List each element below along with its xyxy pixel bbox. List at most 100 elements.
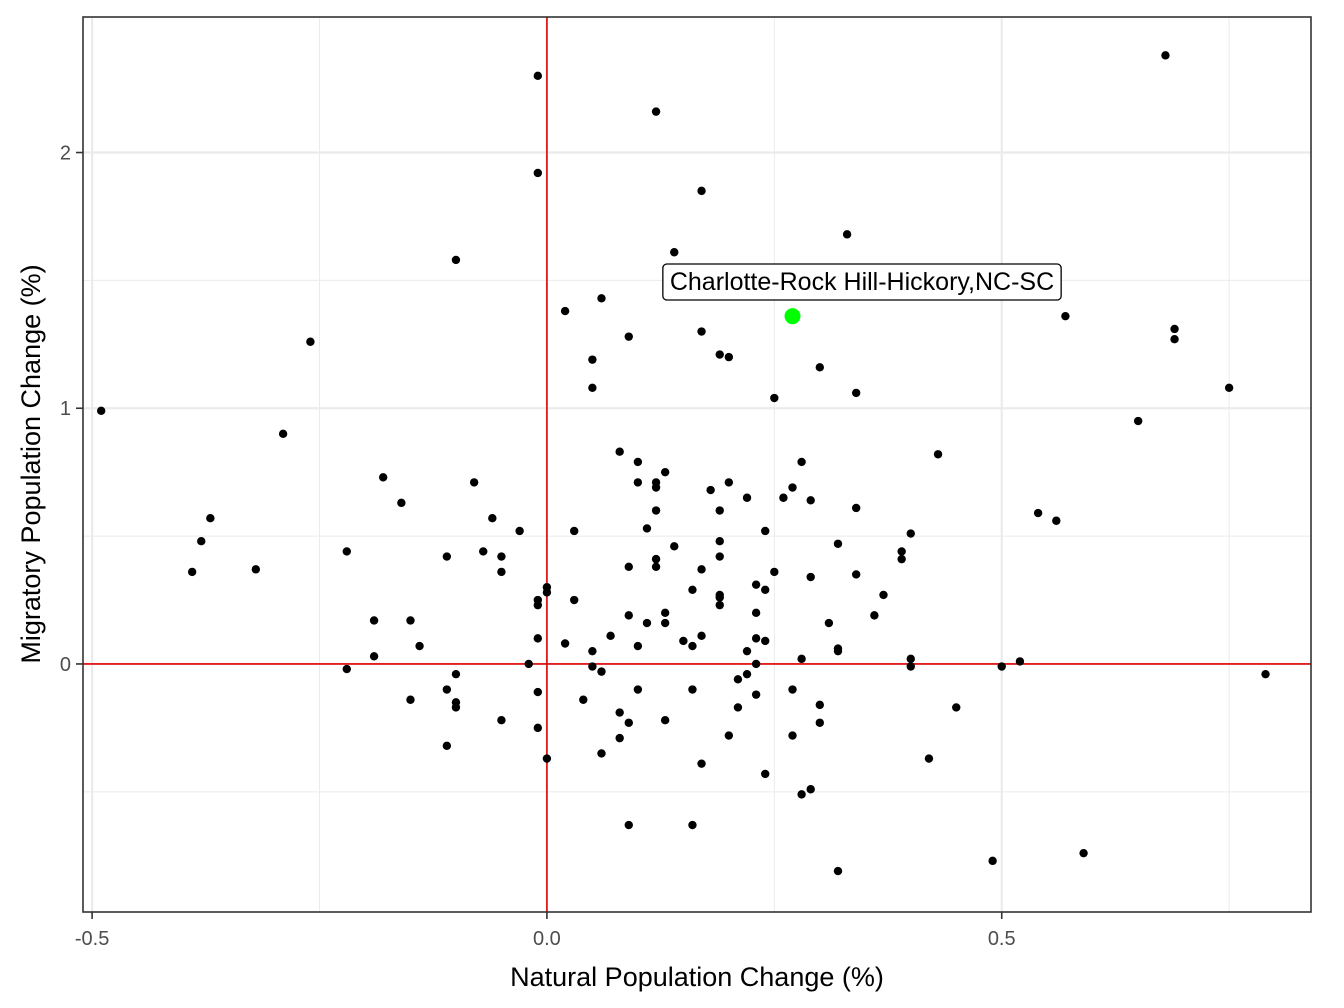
data-point — [697, 565, 706, 574]
data-point — [588, 646, 597, 656]
data-point — [851, 570, 861, 579]
data-point — [833, 539, 843, 548]
data-point — [751, 690, 761, 699]
data-point — [560, 639, 570, 648]
data-point — [633, 685, 643, 694]
data-point — [251, 565, 261, 574]
data-point — [815, 700, 824, 710]
data-point — [660, 716, 670, 725]
y-axis: 0 1 2 — [60, 143, 83, 676]
data-point — [451, 703, 461, 712]
data-point — [761, 636, 770, 646]
data-point — [770, 393, 779, 403]
data-point — [833, 646, 843, 656]
data-point — [533, 687, 543, 697]
data-point — [761, 585, 770, 594]
data-point — [988, 856, 997, 866]
data-point — [697, 327, 706, 336]
data-point — [824, 618, 834, 628]
data-point — [688, 820, 697, 830]
data-point — [715, 552, 724, 561]
data-point — [497, 716, 506, 725]
data-point — [1161, 51, 1170, 60]
data-point — [706, 485, 715, 495]
data-point — [870, 611, 879, 620]
data-point — [851, 503, 861, 513]
data-point — [588, 355, 597, 364]
data-point — [697, 631, 706, 641]
data-point — [788, 731, 797, 740]
data-point — [560, 306, 570, 316]
data-point — [1079, 848, 1088, 858]
data-point — [724, 731, 734, 740]
data-point — [660, 608, 670, 618]
data-point — [342, 664, 351, 674]
data-point — [369, 616, 379, 625]
data-point — [797, 654, 806, 664]
data-point — [733, 703, 743, 712]
data-point — [670, 248, 679, 257]
data-point — [624, 611, 633, 620]
data-point — [633, 478, 643, 487]
data-point — [670, 542, 679, 551]
data-point — [1170, 335, 1179, 344]
data-point — [688, 585, 697, 594]
data-point — [469, 478, 479, 487]
data-point — [997, 662, 1006, 671]
data-point — [533, 723, 543, 733]
data-point — [797, 790, 806, 799]
data-point — [406, 616, 415, 625]
data-point — [615, 447, 624, 456]
data-point — [1061, 311, 1070, 321]
data-point — [797, 457, 806, 467]
data-point — [633, 641, 643, 651]
data-point — [761, 526, 770, 536]
data-point — [751, 634, 761, 643]
data-point — [751, 659, 761, 669]
x-tick-label: 0.0 — [533, 928, 561, 950]
data-point — [651, 483, 661, 492]
data-point — [815, 363, 824, 372]
data-point — [715, 506, 724, 515]
data-point — [588, 383, 597, 392]
data-point — [906, 529, 915, 538]
data-point — [724, 352, 734, 362]
plot-panel — [83, 17, 1311, 912]
data-point — [651, 107, 661, 116]
data-point — [788, 685, 797, 694]
data-point — [633, 457, 643, 467]
data-point — [579, 695, 588, 704]
data-point — [278, 429, 288, 439]
data-point — [624, 820, 633, 830]
x-axis: -0.5 0.0 0.5 — [75, 912, 1016, 950]
data-point — [1224, 383, 1234, 392]
data-point — [570, 526, 579, 536]
data-point — [597, 749, 606, 758]
data-point — [733, 675, 743, 684]
data-point — [442, 552, 452, 561]
reference-lines — [83, 17, 1311, 912]
data-point — [788, 483, 797, 492]
data-point — [533, 71, 543, 81]
data-point — [624, 332, 633, 341]
data-point — [397, 498, 406, 508]
data-point — [679, 636, 688, 646]
data-point — [742, 669, 752, 679]
data-point — [542, 754, 552, 763]
data-point — [642, 524, 652, 533]
data-point — [933, 450, 943, 459]
data-point — [806, 572, 815, 582]
highlight-label: Charlotte-Rock Hill-Hickory,NC-SC — [670, 268, 1054, 296]
data-point — [588, 662, 597, 671]
data-point — [570, 595, 579, 605]
highlight-point — [784, 308, 801, 325]
data-point — [1015, 657, 1025, 666]
data-point — [606, 631, 615, 641]
data-point — [615, 733, 624, 743]
data-point — [651, 506, 661, 515]
data-point — [1033, 508, 1043, 518]
data-point — [488, 514, 497, 523]
data-point — [806, 785, 815, 794]
data-point — [715, 537, 724, 546]
